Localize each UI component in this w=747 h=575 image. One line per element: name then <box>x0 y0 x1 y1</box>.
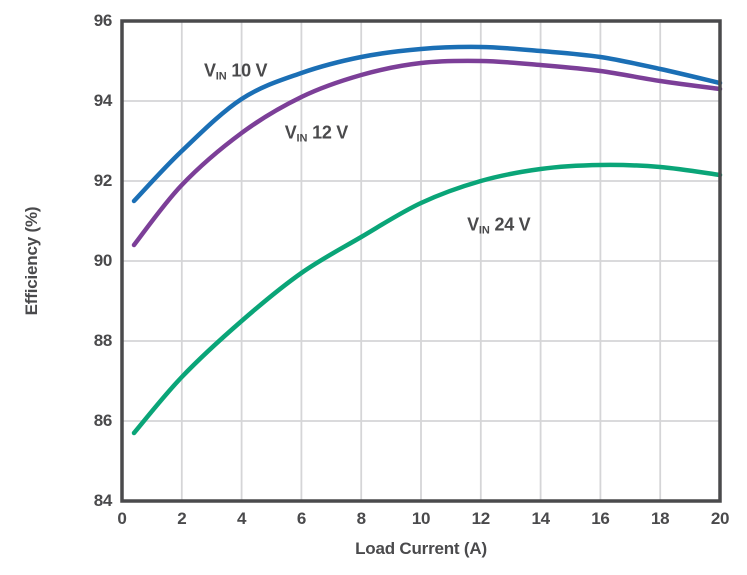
x-tick-label-8: 8 <box>356 509 366 528</box>
x-tick-label-18: 18 <box>651 509 670 528</box>
x-tick-label-6: 6 <box>296 509 306 528</box>
curve-label-24-v: VIN 24 V <box>467 214 531 237</box>
x-tick-label-16: 16 <box>591 509 610 528</box>
y-tick-label-88: 88 <box>93 331 113 350</box>
y-tick-label-84: 84 <box>93 491 113 510</box>
x-axis-title: Load Current (A) <box>355 539 487 558</box>
x-tick-label-14: 14 <box>531 509 550 528</box>
curve-24-v <box>131 162 723 436</box>
y-axis-title: Efficiency (%) <box>22 206 41 316</box>
curve-label-10-v: VIN 10 V <box>203 60 268 83</box>
x-tick-label-0: 0 <box>117 509 127 528</box>
x-tick-label-12: 12 <box>471 509 491 528</box>
curve-label-12-v: VIN 12 V <box>284 122 349 145</box>
curve-12-v <box>131 58 723 248</box>
curve-10-v <box>131 44 723 204</box>
x-tick-label-10: 10 <box>411 509 431 528</box>
y-tick-label-96: 96 <box>93 11 113 30</box>
x-tick-label-2: 2 <box>177 509 187 528</box>
x-tick-label-4: 4 <box>237 509 247 528</box>
y-tick-label-92: 92 <box>93 171 113 190</box>
y-tick-label-90: 90 <box>93 251 113 270</box>
axis-frame <box>120 19 722 503</box>
y-tick-label-94: 94 <box>93 91 113 110</box>
y-tick-label-86: 86 <box>93 411 113 430</box>
x-tick-label-20: 20 <box>710 509 730 528</box>
